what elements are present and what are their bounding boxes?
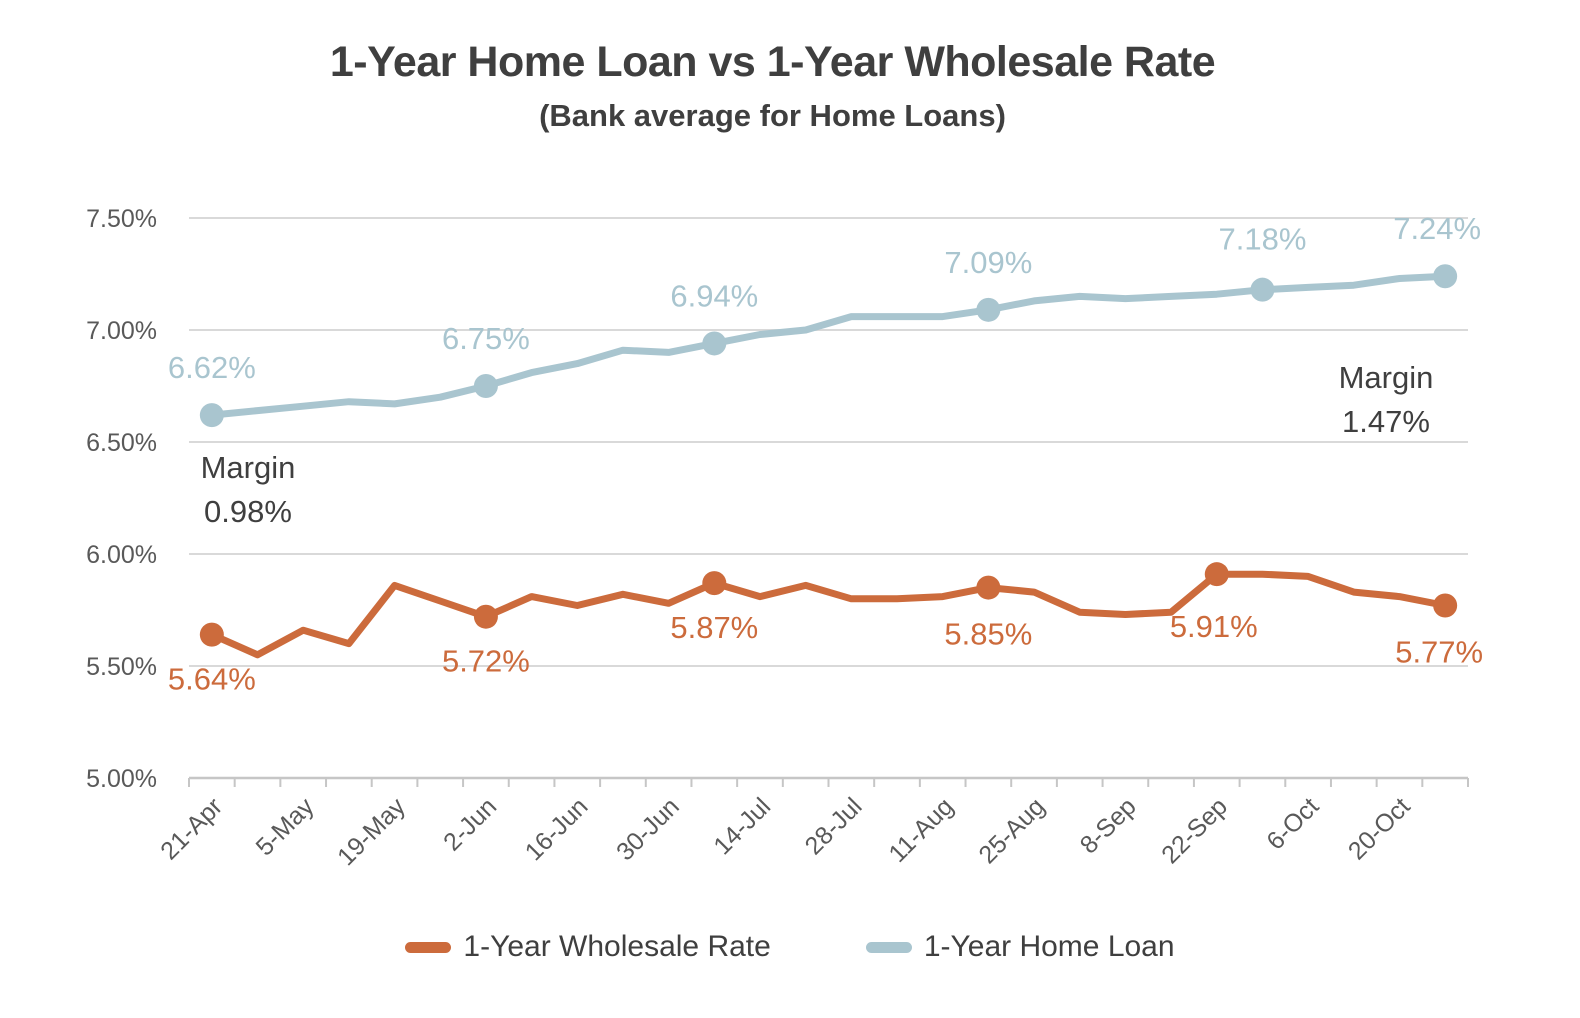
x-tick-label: 8-Sep bbox=[1075, 792, 1142, 859]
x-tick-label: 21-Apr bbox=[155, 792, 228, 865]
data-point-label: 6.94% bbox=[670, 278, 758, 313]
x-tick-label: 11-Aug bbox=[883, 792, 958, 867]
data-point-label: 5.87% bbox=[670, 610, 758, 645]
data-point-label: 7.24% bbox=[1393, 211, 1481, 246]
data-point-label: 7.18% bbox=[1218, 222, 1306, 257]
legend-label-home-loan: 1-Year Home Loan bbox=[923, 930, 1175, 963]
data-point-label: 5.85% bbox=[944, 617, 1032, 652]
x-tick-label: 20-Oct bbox=[1343, 792, 1416, 865]
x-tick-label: 22-Sep bbox=[1156, 792, 1233, 869]
data-point-marker bbox=[702, 331, 727, 356]
data-point-label: 5.77% bbox=[1395, 635, 1483, 670]
x-tick-label: 16-Jun bbox=[520, 792, 594, 866]
chart-title: 1-Year Home Loan vs 1-Year Wholesale Rat… bbox=[329, 38, 1216, 86]
annotation-text: Margin bbox=[1339, 360, 1434, 395]
legend: 1-Year Wholesale Rate 1-Year Home Loan bbox=[0, 930, 1580, 964]
data-point-marker bbox=[1433, 264, 1458, 289]
data-point-label: 5.72% bbox=[442, 644, 530, 679]
x-tick-label: 19-May bbox=[332, 792, 411, 871]
y-tick-label: 6.50% bbox=[86, 429, 157, 457]
data-point-marker bbox=[199, 622, 224, 647]
data-point-marker bbox=[473, 604, 498, 629]
y-tick-label: 7.00% bbox=[86, 317, 157, 345]
legend-item-wholesale-rate: 1-Year Wholesale Rate bbox=[405, 930, 771, 964]
annotation-text: Margin bbox=[201, 450, 296, 485]
data-point-marker bbox=[1433, 593, 1458, 618]
annotation-text: 1.47% bbox=[1342, 404, 1430, 439]
x-tick-label: 14-Jul bbox=[708, 792, 776, 860]
x-tick-label: 5-May bbox=[251, 792, 320, 861]
x-tick-label: 2-Jun bbox=[438, 792, 502, 856]
y-tick-label: 5.00% bbox=[86, 765, 157, 793]
chart-subtitle: (Bank average for Home Loans) bbox=[539, 98, 1006, 133]
series-line-wholesale-rate bbox=[208, 570, 1449, 659]
legend-item-home-loan: 1-Year Home Loan bbox=[865, 930, 1175, 964]
x-tick-label: 30-Jun bbox=[611, 792, 685, 866]
y-tick-label: 5.50% bbox=[86, 653, 157, 681]
x-tick-label: 6-Oct bbox=[1261, 792, 1324, 855]
x-tick-label: 25-Aug bbox=[973, 792, 1050, 869]
series-line-home-loan bbox=[208, 272, 1449, 419]
data-point-marker bbox=[976, 297, 1001, 322]
data-point-marker bbox=[199, 403, 224, 428]
data-point-marker bbox=[1250, 277, 1275, 302]
data-point-label: 5.64% bbox=[168, 662, 256, 697]
data-point-label: 5.91% bbox=[1170, 609, 1258, 644]
data-point-marker bbox=[702, 571, 727, 596]
data-point-marker bbox=[976, 575, 1001, 600]
data-point-label: 6.62% bbox=[168, 350, 256, 385]
data-point-label: 7.09% bbox=[944, 245, 1032, 280]
legend-swatch-wholesale-rate bbox=[405, 941, 452, 953]
data-point-marker bbox=[473, 374, 498, 398]
annotation-text: 0.98% bbox=[204, 494, 292, 529]
legend-label-wholesale-rate: 1-Year Wholesale Rate bbox=[463, 930, 771, 963]
y-tick-label: 6.00% bbox=[86, 541, 157, 569]
data-point-marker bbox=[1204, 562, 1229, 587]
legend-swatch-home-loan bbox=[865, 941, 912, 953]
data-point-label: 6.75% bbox=[442, 321, 530, 356]
x-tick-label: 28-Jul bbox=[800, 792, 868, 860]
y-tick-label: 7.50% bbox=[86, 205, 157, 233]
